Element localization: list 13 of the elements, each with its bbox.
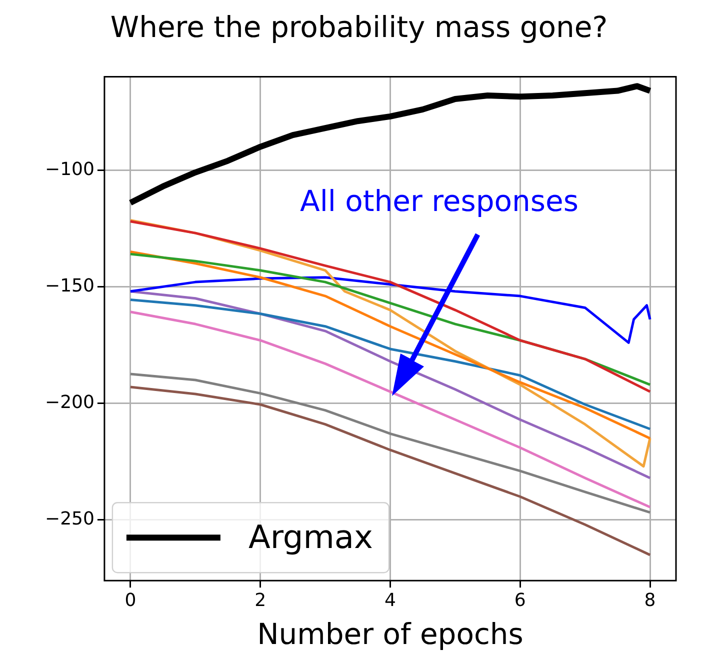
y-tick-label: −150 [44,275,94,296]
y-tick-label: −200 [44,392,94,414]
x-tick-label: 0 [124,590,136,612]
x-tick-label: 6 [514,590,526,612]
chart-title: Where the probability mass gone? [110,10,608,44]
y-tick-label: −100 [44,158,94,180]
x-tick-label: 8 [644,590,656,612]
x-tick-label: 2 [254,590,266,612]
x-axis-title: Number of epochs [257,617,524,652]
annotation: All other responses [300,184,578,218]
x-tick-label: 4 [384,590,396,612]
y-tick-label: −250 [44,508,94,530]
legend-label: Argmax [248,518,373,556]
